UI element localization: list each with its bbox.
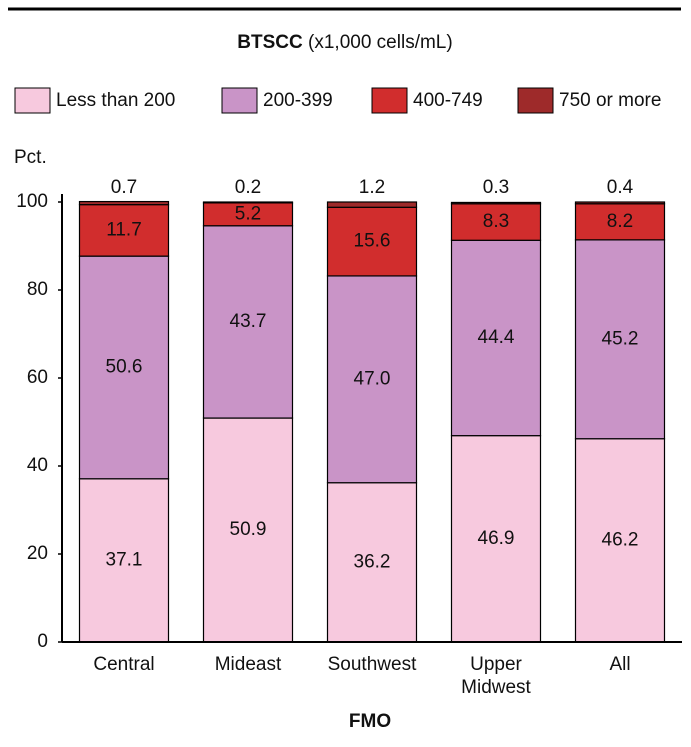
value-label: 44.4 [478,327,515,348]
bar-segment [78,204,170,257]
bar-segment [202,201,294,204]
value-label: 46.9 [478,528,515,549]
x-axis-label: FMO [349,711,391,732]
y-tick-label: 20 [27,543,48,564]
value-label: 43.7 [230,311,267,332]
x-tick-label-box: Central [93,654,155,675]
subtitle: (x1,000 cells/mL) [308,32,453,53]
y-tick-label: 60 [27,367,48,388]
bar-segment [78,255,170,480]
bar-segment [326,206,418,277]
y-tick-label: 100 [16,191,48,212]
x-tick-label-box: Southwest [327,654,417,675]
legend-label: Less than 200 [56,90,175,111]
x-tick-label: Central [93,654,155,675]
bar-segment [326,275,418,484]
bar-segment [202,225,294,419]
bar-segment [326,482,418,643]
value-label: 5.2 [235,203,261,224]
bar-segment [202,417,294,643]
bar-segment [78,200,170,206]
legend-swatch [14,87,51,114]
value-label: 37.1 [106,549,143,570]
bar-segment [574,239,666,440]
x-tick-label: Upper Midwest [461,654,531,698]
value-label: 50.6 [106,356,143,377]
x-tick-label-box: All [609,654,631,675]
legend-label: 750 or more [559,90,661,111]
value-label: 0.2 [235,177,261,198]
value-label: 0.4 [607,177,634,198]
x-tick-label-box: Upper Midwest [461,654,531,698]
value-label: 47.0 [354,368,391,389]
value-label: 50.9 [230,519,267,540]
value-label: 36.2 [354,551,391,572]
x-tick-label: Southwest [327,654,417,675]
bar-segment [450,435,542,643]
y-tick-label: 40 [27,455,48,476]
bar-segment [574,201,666,205]
value-label: 0.3 [483,177,509,198]
chart-title: BTSCC (x1,000 cells/mL) [237,32,452,53]
value-label: 45.2 [602,328,639,349]
legend-swatch [517,87,554,114]
y-tick-label: 80 [27,279,48,300]
x-tick-label-box: Mideast [214,654,282,675]
value-label: 11.7 [106,219,142,240]
x-tick-label: Mideast [214,654,282,675]
y-axis-label: Pct. [14,147,47,168]
bar-segment [450,203,542,241]
bar-segment [574,438,666,643]
value-label: 46.2 [602,529,639,550]
legend-label: 400-749 [413,90,483,111]
bar-segment [450,201,542,205]
legend-label: 200-399 [263,90,333,111]
value-label: 0.7 [111,177,137,198]
y-tick-label: 0 [37,631,48,652]
value-label: 15.6 [354,231,391,252]
value-label: 8.2 [607,211,633,232]
x-tick-label: All [609,654,631,675]
legend-swatch [371,87,408,114]
bar-segment [326,201,418,208]
title: BTSCC [237,32,303,53]
value-label: 1.2 [359,177,385,198]
value-label: 8.3 [483,211,509,232]
bar-segment [450,239,542,437]
legend-swatch [221,87,258,114]
